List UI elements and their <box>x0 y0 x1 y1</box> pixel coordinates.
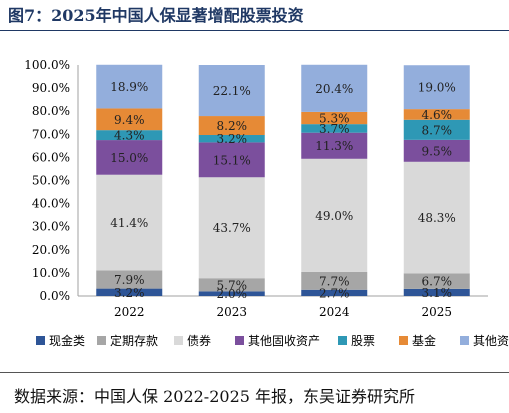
bar-segment <box>96 64 163 109</box>
legend-swatch <box>399 336 408 345</box>
data-label: 15.1% <box>213 153 251 167</box>
data-label: 9.5% <box>422 144 453 158</box>
y-tick-label: 90.0% <box>32 81 70 95</box>
data-label: 15.0% <box>110 151 148 165</box>
stacked-bar-chart: 0.0% 10.0% 20.0% 30.0% 40.0% 50.0% 60.0% 70.0% 8… <box>24 58 509 348</box>
data-label: 7.7% <box>319 274 350 288</box>
title-divider <box>0 30 509 31</box>
bar-segment <box>301 64 368 112</box>
data-label: 11.3% <box>315 139 353 153</box>
data-label: 7.9% <box>114 273 145 287</box>
bar-segment <box>403 109 470 120</box>
data-label: 2.0% <box>217 287 248 301</box>
bar-segment <box>301 289 368 296</box>
data-label: 20.4% <box>315 82 353 96</box>
data-label: 22.1% <box>213 84 251 98</box>
chart-title: 图7：2025年中国人保显著增配股票投资 <box>8 6 304 25</box>
bar-segment <box>198 177 265 279</box>
data-label: 18.9% <box>110 80 148 94</box>
legend-label: 其他资产 <box>473 334 509 348</box>
legend-swatch <box>460 336 469 345</box>
data-label: 3.7% <box>319 122 350 136</box>
bar-segment <box>403 65 470 110</box>
y-tick-label: 10.0% <box>32 266 70 280</box>
legend-swatch <box>235 336 244 345</box>
legend-label: 基金 <box>412 333 436 348</box>
bar-segment <box>198 65 265 117</box>
data-label: 4.6% <box>422 108 453 122</box>
legend-swatch <box>338 336 347 345</box>
bar-segment <box>301 111 368 125</box>
bar-segment <box>96 288 163 296</box>
data-label: 3.2% <box>114 286 145 300</box>
bar-segment <box>198 291 265 296</box>
bar-segment <box>198 278 265 292</box>
source-divider <box>0 372 509 373</box>
bar-segment <box>301 271 368 290</box>
y-tick-label: 70.0% <box>32 127 70 141</box>
y-tick-label: 0.0% <box>40 289 71 303</box>
y-tick-label: 80.0% <box>32 104 70 118</box>
data-label: 6.7% <box>422 275 453 289</box>
legend-label: 债券 <box>187 333 211 348</box>
y-tick-label: 30.0% <box>32 220 70 234</box>
data-label: 2.7% <box>319 286 350 300</box>
legend-label: 现金类 <box>49 333 85 348</box>
data-source-note: 数据来源：中国人保 2022-2025 年报，东吴证券研究所 <box>14 387 416 406</box>
bar-segment <box>96 108 163 131</box>
legend-label: 其他固收资产 <box>248 334 320 348</box>
legend-swatch <box>97 336 106 345</box>
bar-segment <box>301 132 368 159</box>
bar-segment <box>96 130 163 141</box>
data-label: 4.3% <box>114 129 145 143</box>
bar-segment <box>198 116 265 135</box>
bar-segment <box>403 288 470 296</box>
data-label: 9.4% <box>114 113 145 127</box>
legend-label: 定期存款 <box>110 333 158 348</box>
bar-segment <box>198 142 265 178</box>
bar-segment <box>403 273 470 289</box>
x-tick-label: 2022 <box>114 305 145 319</box>
bar-segment <box>301 158 368 272</box>
data-label: 3.2% <box>217 132 248 146</box>
bar-segment <box>403 139 470 162</box>
x-tick-label: 2025 <box>421 305 452 319</box>
y-tick-label: 50.0% <box>32 174 70 188</box>
y-tick-label: 20.0% <box>32 243 70 257</box>
data-label: 3.1% <box>422 286 453 300</box>
data-label: 5.7% <box>217 278 248 292</box>
x-tick-label: 2024 <box>319 305 350 319</box>
legend-swatch <box>36 336 45 345</box>
y-tick-label: 100.0% <box>24 58 70 72</box>
legend-label: 股票 <box>351 334 375 348</box>
data-label: 8.7% <box>422 123 453 137</box>
bar-segment <box>403 119 470 140</box>
bar-segment <box>301 124 368 133</box>
bar-segment <box>96 174 163 271</box>
y-tick-label: 60.0% <box>32 150 70 164</box>
legend-swatch <box>174 336 183 345</box>
data-label: 49.0% <box>315 209 353 223</box>
x-tick-label: 2023 <box>216 305 247 319</box>
data-label: 5.3% <box>319 112 350 126</box>
data-label: 43.7% <box>213 221 251 235</box>
bar-segment <box>96 270 163 289</box>
bar-segment <box>198 134 265 143</box>
bar-segment <box>96 140 163 175</box>
y-tick-label: 40.0% <box>32 197 70 211</box>
data-label: 19.0% <box>418 81 456 95</box>
data-label: 48.3% <box>418 211 456 225</box>
data-label: 8.2% <box>217 119 248 133</box>
bar-segment <box>403 161 470 274</box>
data-label: 41.4% <box>110 216 148 230</box>
